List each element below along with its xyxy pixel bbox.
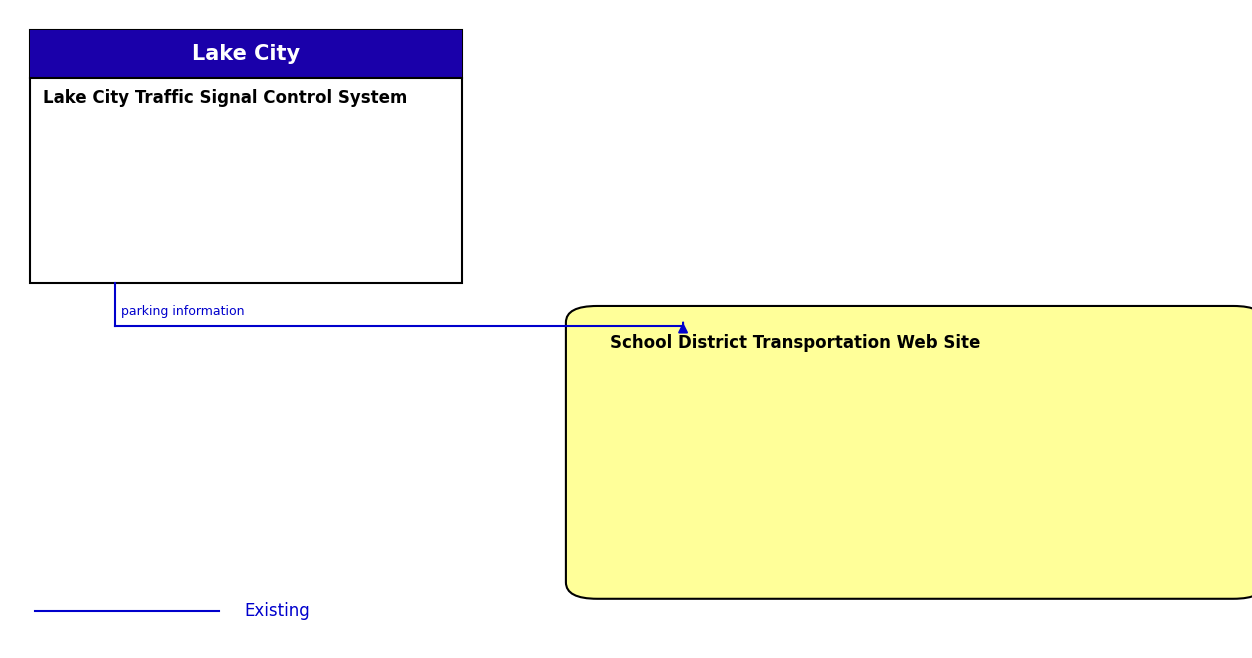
Text: Lake City Traffic Signal Control System: Lake City Traffic Signal Control System (43, 89, 407, 107)
FancyBboxPatch shape (566, 306, 1252, 599)
Text: parking information: parking information (121, 305, 245, 318)
Bar (30, 30, 462, 78)
Text: Lake City: Lake City (192, 43, 300, 64)
Text: Existing: Existing (244, 601, 310, 620)
Bar (30, 30, 462, 283)
Text: School District Transportation Web Site: School District Transportation Web Site (610, 334, 980, 352)
